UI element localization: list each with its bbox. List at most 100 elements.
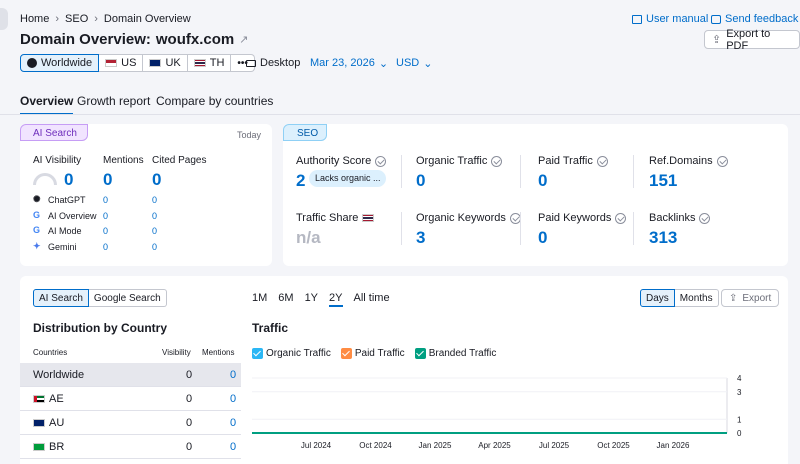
legend-branded-traffic[interactable]: Branded Traffic — [414, 348, 496, 359]
region-us[interactable]: US — [99, 54, 144, 72]
breadcrumb-home[interactable]: Home — [20, 13, 50, 25]
device-selector[interactable]: Desktop — [246, 57, 300, 69]
ai-source-mentions[interactable]: 0 — [103, 195, 109, 205]
authority-status-pill[interactable]: Lacks organic ... — [309, 170, 386, 187]
export-button[interactable]: ⇪ Export — [721, 289, 780, 307]
tab-compare-countries[interactable]: Compare by countries — [156, 94, 274, 108]
organic-traffic-value[interactable]: 0 — [416, 171, 426, 190]
table-row[interactable]: Worldwide 0 0 — [20, 363, 241, 387]
region-selector: Worldwide US UK TH ••• — [20, 54, 255, 72]
send-feedback-link[interactable]: Send feedback — [711, 13, 798, 25]
table-row[interactable]: AU 0 0 — [20, 411, 241, 435]
info-icon[interactable] — [615, 212, 627, 224]
range-1y[interactable]: 1Y — [304, 292, 319, 304]
ai-source-name: Gemini — [48, 241, 77, 252]
ref-domains-value[interactable]: 151 — [649, 171, 678, 190]
y-tick-label: 3 — [737, 388, 742, 397]
breadcrumb: Home › SEO › Domain Overview — [20, 13, 191, 25]
authority-score-value[interactable]: 2 — [296, 171, 306, 190]
gemini-icon: ✦ — [33, 240, 41, 251]
ai-source-mentions[interactable]: 0 — [103, 210, 109, 221]
country-mentions[interactable]: 0 — [230, 417, 237, 429]
toggle-google-search[interactable]: Google Search — [88, 289, 167, 307]
ai-source-cited[interactable]: 0 — [152, 210, 158, 221]
back-tab[interactable] — [0, 8, 8, 30]
y-tick-label: 4 — [737, 374, 742, 383]
seo-divider — [520, 155, 521, 188]
currency-selector[interactable]: USD ⌄ — [396, 57, 433, 70]
table-row[interactable]: BR 0 0 — [20, 435, 241, 459]
info-icon[interactable] — [699, 212, 711, 224]
breadcrumb-seo[interactable]: SEO — [65, 13, 89, 25]
checkbox-icon — [414, 348, 426, 359]
visibility-gauge — [33, 173, 57, 185]
ai-source-row[interactable]: ✦ Gemini 0 0 — [33, 241, 183, 254]
country-flag-icon — [33, 419, 45, 427]
seo-badge: SEO — [283, 124, 327, 141]
export-pdf-button[interactable]: ⇪ Export to PDF — [704, 28, 800, 52]
traffic-share-value: n/a — [296, 228, 321, 247]
ai-visibility-label: AI Visibility — [33, 155, 82, 166]
paid-traffic-value[interactable]: 0 — [538, 171, 548, 190]
region-uk[interactable]: UK — [143, 54, 188, 72]
y-tick-label: 0 — [737, 429, 742, 438]
desktop-icon — [246, 59, 256, 67]
legend-paid-traffic[interactable]: Paid Traffic — [340, 348, 405, 359]
authority-score-label: Authority Score — [296, 155, 387, 167]
ai-source-row[interactable]: G AI Mode 0 0 — [33, 225, 183, 238]
info-icon[interactable] — [596, 155, 608, 167]
info-icon[interactable] — [375, 155, 387, 167]
region-worldwide[interactable]: Worldwide — [20, 54, 100, 72]
range-1m[interactable]: 1M — [252, 292, 268, 304]
user-manual-link[interactable]: User manual — [632, 13, 708, 25]
granularity-days[interactable]: Days — [640, 289, 675, 307]
range-2y[interactable]: 2Y — [329, 292, 343, 307]
organic-keywords-label: Organic Keywords — [416, 212, 521, 224]
legend-organic-traffic[interactable]: Organic Traffic — [252, 348, 331, 359]
tab-growth-report[interactable]: Growth report — [77, 94, 151, 108]
ai-source-name: ChatGPT — [48, 195, 86, 205]
ai-visibility-value[interactable]: 0 — [64, 170, 74, 189]
country-mentions[interactable]: 0 — [230, 393, 237, 405]
country-visibility: 0 — [186, 369, 193, 381]
info-icon[interactable] — [491, 155, 503, 167]
region-th[interactable]: TH — [187, 54, 232, 72]
ai-source-mentions[interactable]: 0 — [103, 241, 109, 252]
col-countries: Countries — [33, 348, 68, 357]
mentions-value[interactable]: 0 — [103, 170, 113, 189]
country-mentions[interactable]: 0 — [230, 441, 237, 453]
ai-source-row[interactable]: G AI Overview 0 0 — [33, 210, 183, 223]
ai-source-mentions[interactable]: 0 — [103, 226, 109, 236]
date-selector[interactable]: Mar 23, 2026 ⌄ — [310, 57, 389, 70]
ai-source-row[interactable]: ✺ ChatGPT 0 0 — [33, 194, 183, 207]
info-icon[interactable] — [716, 155, 728, 167]
organic-keywords-value[interactable]: 3 — [416, 228, 426, 247]
cited-pages-value[interactable]: 0 — [152, 170, 162, 189]
toggle-ai-search[interactable]: AI Search — [33, 289, 89, 307]
col-visibility: Visibility — [162, 348, 191, 357]
ai-source-cited[interactable]: 0 — [152, 195, 158, 205]
external-link-icon[interactable]: ↗ — [239, 34, 249, 46]
range-6m[interactable]: 6M — [278, 292, 294, 304]
traffic-chart[interactable]: 0 1 3 4 Jul 2024 Oct 2024 Jan 2025 Apr 2025 Jul … — [252, 370, 772, 452]
range-all-time[interactable]: All time — [353, 292, 390, 304]
tab-overview[interactable]: Overview — [20, 94, 74, 115]
ai-source-cited[interactable]: 0 — [152, 241, 158, 252]
country-name: AU — [49, 417, 65, 429]
country-mentions[interactable]: 0 — [230, 369, 237, 381]
table-row[interactable]: AE 0 0 — [20, 387, 241, 411]
x-tick-label: Jan 2026 — [657, 441, 690, 450]
paid-keywords-value[interactable]: 0 — [538, 228, 548, 247]
th-flag-icon — [193, 59, 206, 67]
range-selector: 1M 6M 1Y 2Y All time — [252, 292, 390, 307]
x-tick-label: Oct 2024 — [359, 441, 392, 450]
chevron-down-icon: ⌄ — [378, 58, 389, 70]
backlinks-value[interactable]: 313 — [649, 228, 678, 247]
y-tick-label: 1 — [737, 415, 742, 424]
more-regions-button[interactable]: ••• — [231, 54, 255, 72]
globe-icon — [27, 58, 37, 68]
country-name: Worldwide — [33, 369, 85, 381]
granularity-months[interactable]: Months — [674, 289, 719, 307]
ai-source-cited[interactable]: 0 — [152, 226, 158, 236]
traffic-legend: Organic Traffic Paid Traffic Branded Tra… — [252, 348, 496, 359]
